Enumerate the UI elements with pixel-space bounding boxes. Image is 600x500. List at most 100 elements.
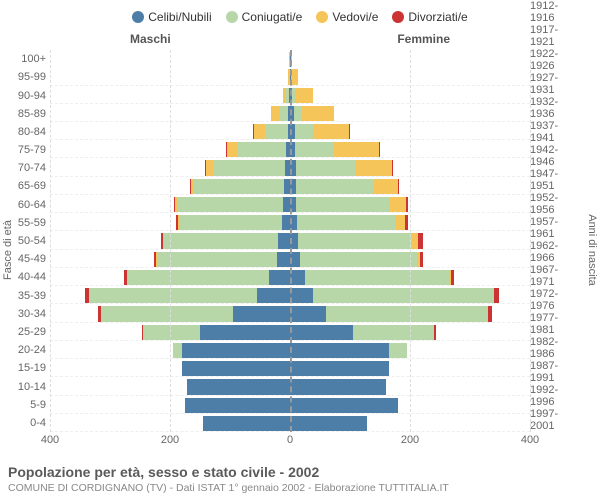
bar-segment bbox=[277, 252, 290, 267]
bar-segment bbox=[405, 215, 407, 230]
bar-segment bbox=[290, 325, 353, 340]
bar-segment bbox=[200, 325, 290, 340]
chart-subtitle: COMUNE DI CORDIGNANO (TV) - Dati ISTAT 1… bbox=[8, 482, 592, 494]
bar-segment bbox=[283, 197, 290, 212]
bar-segment bbox=[154, 252, 156, 267]
age-tick: 75-79 bbox=[0, 141, 46, 159]
chart-footer: Popolazione per età, sesso e stato civil… bbox=[8, 464, 592, 494]
bar-segment bbox=[313, 288, 493, 303]
bar-segment bbox=[187, 379, 290, 394]
bar-segment bbox=[182, 361, 290, 376]
bar-segment bbox=[269, 270, 290, 285]
chart-container: Celibi/NubiliConiugati/eVedovi/eDivorzia… bbox=[0, 0, 600, 500]
bar-segment bbox=[278, 233, 290, 248]
bar-segment bbox=[174, 197, 175, 212]
bar-segment bbox=[294, 106, 301, 121]
bar-segment bbox=[257, 288, 290, 303]
bar-segment bbox=[213, 160, 285, 175]
plot-area bbox=[50, 50, 530, 432]
grid-line bbox=[410, 50, 411, 432]
age-tick: 90-94 bbox=[0, 86, 46, 104]
bar-segment bbox=[233, 306, 290, 321]
x-ticks: 4002000200400 bbox=[50, 434, 530, 448]
age-tick: 15-19 bbox=[0, 359, 46, 377]
age-tick: 100+ bbox=[0, 50, 46, 68]
bar-segment bbox=[206, 160, 213, 175]
birth-tick: 1952-1956 bbox=[530, 192, 582, 216]
bar-segment bbox=[178, 197, 283, 212]
bar-segment bbox=[305, 270, 449, 285]
age-tick: 70-74 bbox=[0, 159, 46, 177]
legend-swatch bbox=[392, 11, 404, 23]
x-tick: 0 bbox=[287, 434, 293, 446]
bar-segment bbox=[296, 179, 374, 194]
center-line bbox=[290, 50, 292, 432]
legend-item: Coniugati/e bbox=[226, 10, 303, 24]
age-tick: 25-29 bbox=[0, 323, 46, 341]
bar-segment bbox=[164, 233, 278, 248]
bar-segment bbox=[418, 233, 423, 248]
chart-title: Popolazione per età, sesso e stato civil… bbox=[8, 464, 592, 480]
x-tick: 200 bbox=[161, 434, 179, 446]
birth-tick: 1962-1966 bbox=[530, 240, 582, 264]
bar-segment bbox=[488, 306, 492, 321]
legend: Celibi/NubiliConiugati/eVedovi/eDivorzia… bbox=[0, 0, 600, 30]
birth-tick: 1977-1981 bbox=[530, 312, 582, 336]
age-tick: 30-34 bbox=[0, 305, 46, 323]
bar-segment bbox=[301, 106, 334, 121]
bar-segment bbox=[271, 106, 278, 121]
x-tick: 400 bbox=[521, 434, 539, 446]
age-tick: 5-9 bbox=[0, 396, 46, 414]
birth-year-labels: 1997-20011992-19961987-19911982-19861977… bbox=[526, 50, 582, 432]
bar-segment bbox=[290, 361, 389, 376]
bar-segment bbox=[290, 416, 367, 431]
age-tick: 80-84 bbox=[0, 123, 46, 141]
bar-segment bbox=[396, 215, 405, 230]
bar-segment bbox=[290, 379, 386, 394]
bar-segment bbox=[296, 160, 356, 175]
birth-tick: 1947-1951 bbox=[530, 168, 582, 192]
bar-segment bbox=[124, 270, 126, 285]
bar-segment bbox=[182, 343, 290, 358]
age-tick: 40-44 bbox=[0, 268, 46, 286]
bar-segment bbox=[128, 270, 269, 285]
bar-segment bbox=[356, 160, 392, 175]
bar-segment bbox=[313, 124, 349, 139]
bar-segment bbox=[286, 88, 288, 103]
bar-segment bbox=[326, 306, 488, 321]
bar-segment bbox=[190, 179, 191, 194]
bar-segment bbox=[298, 233, 412, 248]
bar-segment bbox=[265, 124, 288, 139]
birth-tick: 1967-1971 bbox=[530, 264, 582, 288]
bar-segment bbox=[290, 306, 326, 321]
legend-item: Celibi/Nubili bbox=[132, 10, 211, 24]
birth-tick: 1912-1916 bbox=[530, 0, 582, 24]
legend-label: Vedovi/e bbox=[332, 10, 378, 24]
bar-segment bbox=[194, 179, 284, 194]
age-tick: 55-59 bbox=[0, 214, 46, 232]
bar-segment bbox=[295, 88, 313, 103]
age-tick: 35-39 bbox=[0, 287, 46, 305]
bar-segment bbox=[185, 398, 290, 413]
bar-segment bbox=[379, 142, 380, 157]
bar-segment bbox=[173, 343, 182, 358]
bar-segment bbox=[178, 215, 180, 230]
legend-swatch bbox=[316, 11, 328, 23]
bar-segment bbox=[374, 179, 398, 194]
side-headers: Maschi Femmine bbox=[0, 32, 600, 50]
bar-segment bbox=[226, 142, 238, 157]
bar-segment bbox=[420, 252, 422, 267]
female-header: Femmine bbox=[397, 32, 450, 46]
bar-segment bbox=[163, 233, 164, 248]
bar-segment bbox=[143, 325, 200, 340]
birth-tick: 1942-1946 bbox=[530, 144, 582, 168]
bar-segment bbox=[226, 142, 227, 157]
bar-segment bbox=[283, 88, 287, 103]
grid-line bbox=[530, 50, 531, 432]
bar-segment bbox=[180, 215, 282, 230]
age-labels: 0-45-910-1415-1920-2425-2930-3435-3940-4… bbox=[0, 50, 50, 432]
bar-segment bbox=[282, 215, 290, 230]
bar-segment bbox=[127, 270, 128, 285]
grid-line bbox=[50, 50, 51, 432]
bar-segment bbox=[353, 325, 434, 340]
